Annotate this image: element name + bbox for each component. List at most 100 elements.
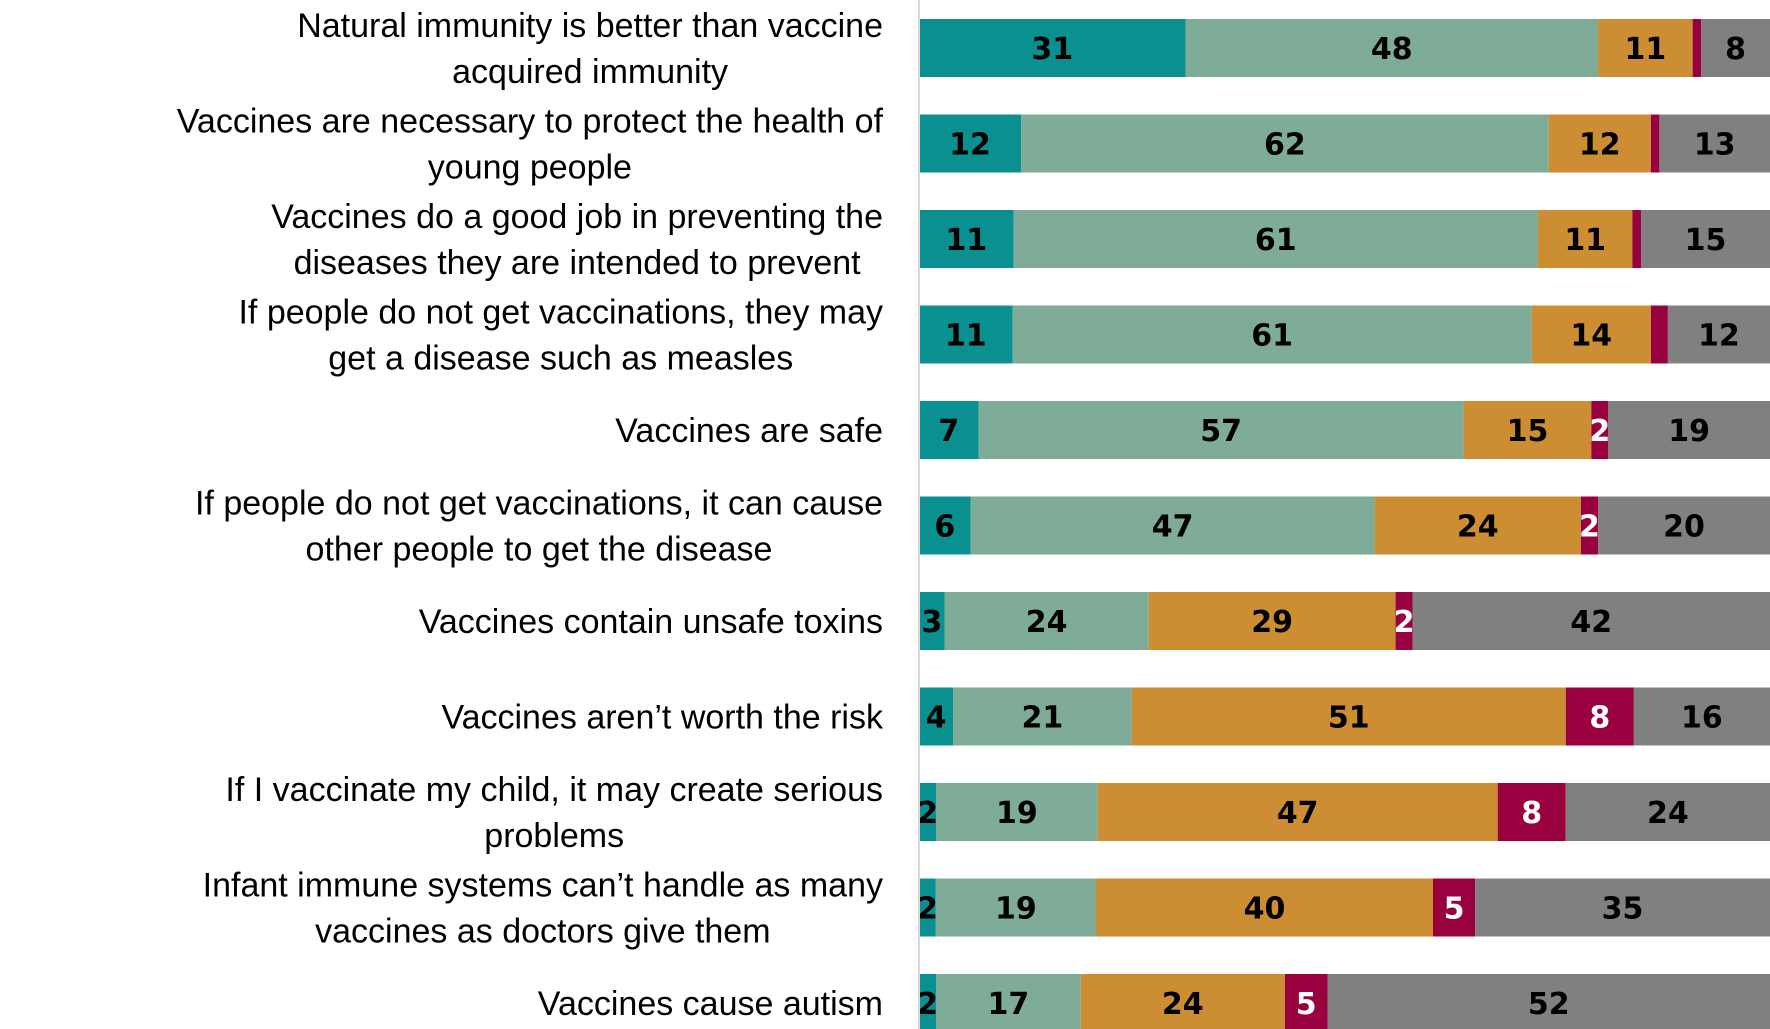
data-label: 24 [1647,796,1689,831]
category-label: Vaccines are safe [615,412,883,450]
bar-segment [936,974,1081,1029]
bar-segment [978,401,1464,459]
data-label: 62 [1264,128,1306,163]
data-label: 35 [1602,892,1644,927]
bar-segment [935,878,1096,937]
data-label: 40 [1244,892,1286,927]
bar-segment [1374,496,1581,555]
bar-row: 2 19 40 5 35 [917,878,1770,937]
bar-segment [919,305,1013,364]
category-label: Vaccines contain unsafe toxins [419,603,883,641]
bar-segment [1641,210,1770,268]
data-label: 6 [934,510,955,545]
data-label: 2 [917,987,938,1022]
data-label: 20 [1663,510,1705,545]
bar-segment [1131,687,1566,746]
bar-segment [1013,210,1538,268]
bar-segment [1185,19,1599,77]
data-label: 12 [1579,128,1621,163]
bar-row: 12 62 12 13 [919,114,1770,173]
category-label: Natural immunity is better than vaccine a… [297,7,883,91]
data-label: 17 [987,987,1029,1022]
bar-row: 2 19 47 8 24 [917,783,1770,841]
bar-segment [919,19,1186,77]
bar-segment [1395,592,1413,650]
data-label: 52 [1528,987,1570,1022]
bar-segment [970,496,1375,555]
data-label: 2 [1394,605,1415,640]
data-label: 4 [926,701,947,736]
data-label: 21 [1022,701,1064,736]
data-label: 8 [1521,796,1542,831]
bar-segment [1537,210,1633,268]
bar-segment [1580,496,1599,555]
category-label: Vaccines aren’t worth the risk [441,699,884,737]
bar-segment [919,592,945,650]
data-label: 19 [1668,414,1710,449]
bar-row: 3 24 29 2 42 [919,592,1770,650]
data-label: 11 [1564,223,1606,258]
bar-segment [1632,210,1642,268]
bar-segment [1097,783,1498,841]
bar-segment [1412,592,1770,650]
data-label: 29 [1251,605,1293,640]
data-label: 15 [1685,223,1727,258]
bar-segment [1497,783,1566,841]
bar-segment [1284,974,1328,1029]
bar-row: 31 48 11 8 [919,19,1770,77]
bar-segment [919,401,979,459]
bar-segment [919,114,1022,173]
data-label: 16 [1681,701,1723,736]
category-labels: Natural immunity is better than vaccine a… [177,7,884,1023]
category-label: If people do not get vaccinations, they … [238,294,883,378]
data-label: 15 [1507,414,1549,449]
bar-segment [1650,305,1668,364]
bar-row: 4 21 51 8 16 [919,687,1770,746]
bar-segment [919,496,971,555]
category-label: Infant immune systems can’t handle as ma… [203,867,883,951]
data-label: 14 [1570,319,1612,354]
data-label: 19 [995,892,1037,927]
category-label: Vaccines cause autism [538,985,883,1023]
data-label: 12 [949,128,991,163]
bar-segment [1565,783,1770,841]
bar-segment [1692,19,1702,77]
data-label: 7 [938,414,959,449]
data-label: 61 [1251,319,1293,354]
data-label: 2 [917,892,938,927]
data-label: 8 [1589,701,1610,736]
data-label: 47 [1277,796,1319,831]
bar-segment [1021,114,1549,173]
bar-segment [1598,19,1693,77]
bar-segment [1598,496,1770,555]
bar-segment [1701,19,1770,77]
bar-segment [1531,305,1651,364]
data-label: 24 [1026,605,1068,640]
bar-segment [1432,878,1476,937]
data-label: 12 [1698,319,1740,354]
bar-segment [953,687,1132,746]
bar-segment [919,974,937,1029]
bar-row: 11 61 11 15 [919,210,1770,268]
data-label: 5 [1296,987,1317,1022]
data-label: 19 [996,796,1038,831]
bar-segment [1667,305,1770,364]
category-label: If people do not get vaccinations, it ca… [195,485,883,569]
bar-segment [1633,687,1770,746]
data-label: 11 [945,223,987,258]
data-label: 48 [1371,32,1413,67]
bar-segment [919,878,936,937]
data-label: 31 [1031,32,1073,67]
bar-segment [1148,592,1396,650]
bar-segment [919,210,1014,268]
bar-segment [1080,974,1285,1029]
bar-segment [1475,878,1770,937]
bar-segment [1463,401,1592,459]
bar-segment [919,687,954,746]
bar-segment [1659,114,1770,173]
data-label: 24 [1162,987,1204,1022]
data-label: 2 [1589,414,1610,449]
data-label: 51 [1328,701,1370,736]
